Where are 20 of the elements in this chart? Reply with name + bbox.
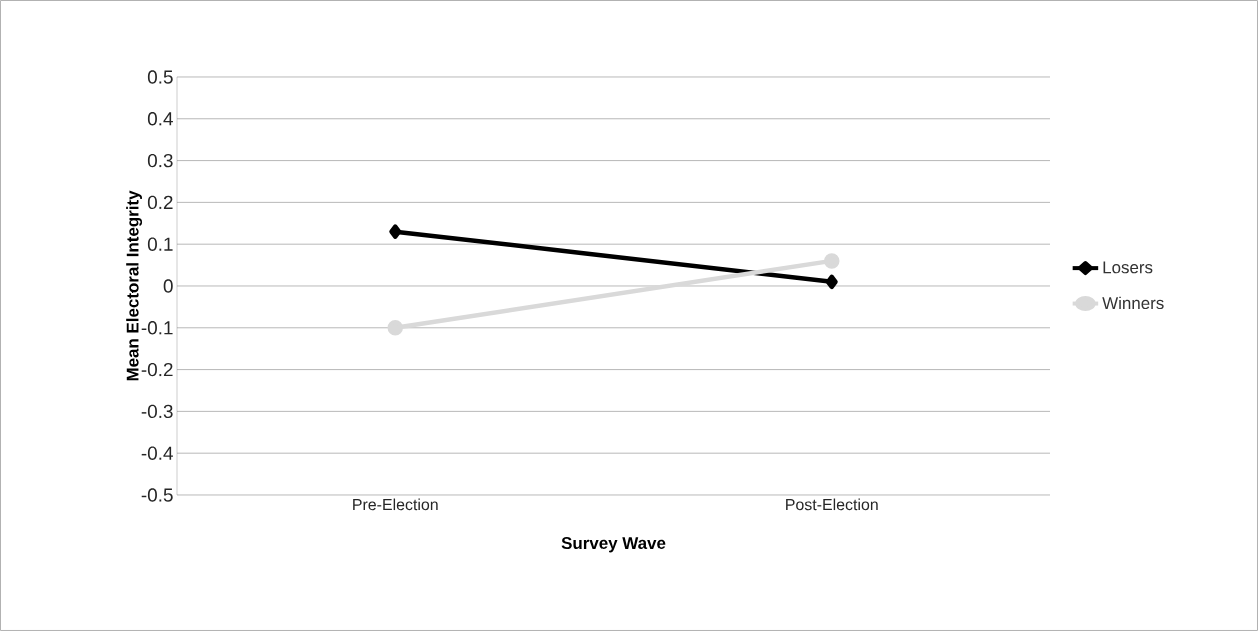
point xyxy=(387,320,404,336)
point xyxy=(389,224,402,239)
y-tick-label: 0 xyxy=(163,279,173,293)
x-tick-label: Pre-Election xyxy=(353,498,438,511)
y-tick-label: 0.3 xyxy=(147,153,173,168)
y-tick-label: -0.2 xyxy=(141,362,173,377)
legend-label: Winners xyxy=(1102,296,1164,310)
y-tick-label: 0.4 xyxy=(147,112,173,126)
y-tick-label: -0.4 xyxy=(141,446,173,460)
y-tick-label: -0.5 xyxy=(141,488,173,502)
x-axis-title: Survey Wave xyxy=(561,537,666,553)
y-tick-label: 0.2 xyxy=(147,195,173,210)
point xyxy=(824,253,840,269)
x-tick-label: Post-Election xyxy=(786,498,878,511)
y-tick-label: 0.5 xyxy=(147,70,173,84)
y-tick-label: -0.3 xyxy=(141,404,173,419)
y-tick-label: -0.1 xyxy=(141,321,173,335)
y-tick-label: 0.1 xyxy=(147,237,173,251)
point xyxy=(825,274,838,290)
legend-label: Losers xyxy=(1103,261,1153,274)
